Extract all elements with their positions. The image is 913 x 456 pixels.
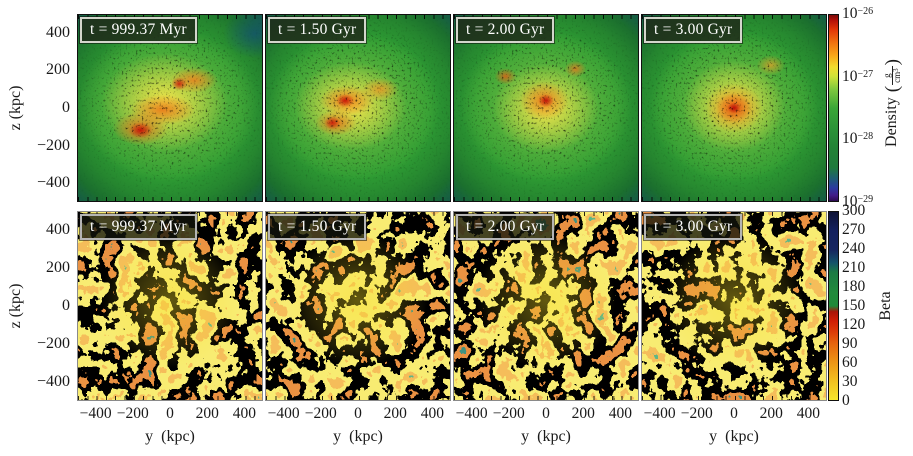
y-tick-label: 200 xyxy=(46,61,70,79)
density-panel-3: t = 2.00 Gyr xyxy=(453,14,639,202)
time-badge: t = 3.00 Gyr xyxy=(644,17,743,44)
x-axis-ticks: −400 −200 0 200 400 xyxy=(265,405,451,423)
y-tick-label: −200 xyxy=(36,335,70,352)
x-tick-label: 400 xyxy=(232,405,257,422)
beta-panel-1: t = 999.37 Myr xyxy=(77,211,263,401)
vector-field-overlay xyxy=(78,15,262,201)
beta-cb-tick: 270 xyxy=(842,221,866,238)
x-tick-label: 400 xyxy=(420,405,445,422)
x-tick-label: 200 xyxy=(383,405,407,422)
y-tick-label: 0 xyxy=(62,99,70,116)
beta-turbulence-map xyxy=(642,212,826,400)
y-tick-label: 200 xyxy=(46,259,70,276)
beta-turbulence-map xyxy=(266,212,450,400)
x-axis-title: y (kpc) xyxy=(521,428,571,445)
x-axis-ticks: −400 −200 0 200 400 xyxy=(77,405,263,423)
x-axis-title: y (kpc) xyxy=(333,428,383,445)
density-cb-tick: 10−27 xyxy=(842,67,874,85)
density-panel-2: t = 1.50 Gyr xyxy=(265,14,451,202)
vector-field-overlay xyxy=(642,15,826,201)
density-cb-tick: 10−26 xyxy=(842,5,874,22)
beta-cb-tick: 300 xyxy=(842,202,866,219)
x-tick-label: 0 xyxy=(354,405,362,422)
x-tick-label: 0 xyxy=(166,405,174,422)
beta-core-highlight xyxy=(78,212,262,400)
y-tick-label: 0 xyxy=(62,297,70,314)
x-tick-label: −400 xyxy=(643,405,676,422)
beta-panel-3: t = 2.00 Gyr xyxy=(453,211,639,401)
density-cb-tick: 10−28 xyxy=(842,130,874,148)
time-badge: t = 999.37 Myr xyxy=(80,214,197,241)
beta-cb-tick: 0 xyxy=(842,392,850,409)
x-tick-label: −400 xyxy=(79,405,112,422)
density-colorbar-title: Density (g cm3) xyxy=(882,59,904,147)
time-badge: t = 2.00 Gyr xyxy=(456,17,555,44)
y-tick-label: −400 xyxy=(36,174,70,192)
beta-panel-4: t = 3.00 Gyr xyxy=(641,211,827,401)
density-cb-tick: 10−29 xyxy=(842,193,874,210)
time-badge: t = 1.50 Gyr xyxy=(268,214,367,241)
x-tick-label: 200 xyxy=(571,405,595,422)
density-panel-1: t = 999.37 Myr xyxy=(77,14,263,202)
vector-field-overlay xyxy=(266,15,450,201)
beta-cb-tick: 90 xyxy=(842,335,858,352)
beta-cb-tick: 210 xyxy=(842,259,866,276)
density-colorbar xyxy=(828,14,839,202)
x-tick-label: −200 xyxy=(680,405,713,422)
y-tick-label: −200 xyxy=(36,136,70,154)
beta-cb-tick: 60 xyxy=(842,354,858,371)
beta-colorbar-title: Beta xyxy=(877,291,894,321)
x-tick-label: −200 xyxy=(116,405,149,422)
time-badge: t = 3.00 Gyr xyxy=(644,214,743,241)
x-axis-title: y (kpc) xyxy=(709,428,759,445)
density-units: (g cm3) xyxy=(881,59,904,93)
y-tick-label: 400 xyxy=(46,23,70,41)
x-tick-label: −200 xyxy=(304,405,337,422)
x-tick-label: 400 xyxy=(608,405,633,422)
time-badge: t = 1.50 Gyr xyxy=(268,17,367,44)
beta-core-highlight xyxy=(266,212,450,400)
beta-colorbar xyxy=(828,211,839,401)
vector-field-overlay xyxy=(454,15,638,201)
beta-turbulence-map xyxy=(78,212,262,400)
density-panel-4: t = 3.00 Gyr xyxy=(641,14,827,202)
x-tick-label: 0 xyxy=(542,405,550,422)
x-tick-label: 200 xyxy=(195,405,219,422)
x-tick-label: 400 xyxy=(796,405,821,422)
x-tick-label: 0 xyxy=(730,405,738,422)
beta-core-highlight xyxy=(454,212,638,400)
density-label: Density xyxy=(883,97,900,147)
beta-turbulence-map xyxy=(454,212,638,400)
x-tick-label: 200 xyxy=(759,405,783,422)
beta-cb-tick: 30 xyxy=(842,373,858,390)
time-badge: t = 999.37 Myr xyxy=(80,17,197,44)
x-axis-title: y (kpc) xyxy=(145,428,195,445)
y-tick-label: −400 xyxy=(36,373,70,390)
beta-cb-tick: 120 xyxy=(842,316,866,333)
y-tick-label: 400 xyxy=(46,221,70,238)
beta-core-highlight xyxy=(642,212,826,400)
x-tick-label: −400 xyxy=(455,405,488,422)
beta-cb-tick: 180 xyxy=(842,278,866,295)
beta-panel-2: t = 1.50 Gyr xyxy=(265,211,451,401)
x-tick-label: −400 xyxy=(267,405,300,422)
time-badge: t = 2.00 Gyr xyxy=(456,214,555,241)
x-axis-ticks: −400 −200 0 200 400 xyxy=(641,405,827,423)
beta-cb-tick: 240 xyxy=(842,240,866,257)
x-axis-ticks: −400 −200 0 200 400 xyxy=(453,405,639,423)
beta-cb-tick: 150 xyxy=(842,297,866,314)
x-tick-label: −200 xyxy=(492,405,525,422)
